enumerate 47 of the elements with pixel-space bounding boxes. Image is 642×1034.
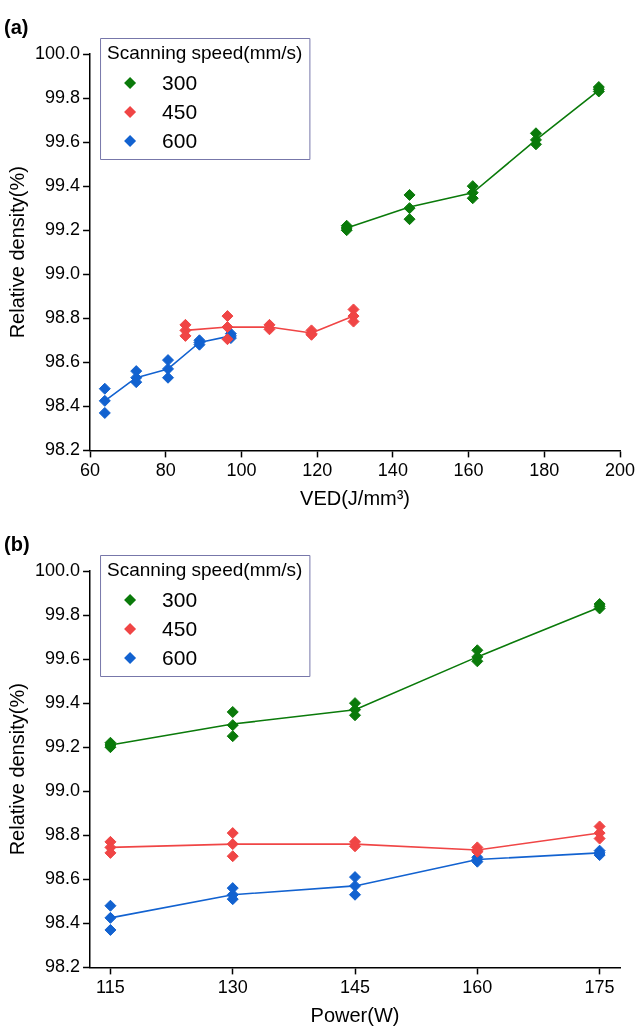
y-tick-label: 98.6	[45, 868, 81, 889]
legend-label: 450	[162, 99, 198, 123]
legend-label: 600	[162, 645, 198, 669]
x-tick-label: 140	[377, 460, 408, 481]
legend-title: Scanning speed(mm/s)	[107, 559, 303, 581]
y-tick-label: 98.6	[45, 351, 81, 372]
y-tick-label: 99.8	[45, 87, 81, 108]
legend-title: Scanning speed(mm/s)	[107, 42, 303, 64]
y-axis-title: Relative density(%)	[5, 683, 28, 856]
legend-label: 300	[162, 70, 198, 94]
y-tick-label: 99.0	[45, 780, 81, 801]
y-tick-label: 98.2	[45, 439, 81, 460]
y-tick-label: 98.4	[45, 395, 81, 416]
y-tick-label: 99.4	[45, 175, 81, 196]
legend-label: 600	[162, 128, 198, 152]
x-tick-label: 60	[80, 460, 101, 481]
y-tick-label: 98.2	[45, 956, 81, 977]
x-tick-label: 200	[604, 460, 636, 481]
y-tick-label: 99.2	[45, 736, 81, 757]
x-tick-label: 130	[217, 977, 248, 998]
y-tick-label: 98.4	[45, 912, 81, 933]
x-tick-label: 175	[584, 977, 615, 998]
y-tick-label: 98.8	[45, 307, 81, 328]
y-tick-label: 99.6	[45, 131, 81, 152]
y-tick-label: 99.0	[45, 263, 81, 284]
x-tick-label: 160	[462, 977, 493, 998]
y-tick-label: 100.0	[35, 42, 81, 63]
x-tick-label: 180	[529, 460, 560, 481]
y-tick-label: 100.0	[35, 559, 81, 580]
x-tick-label: 80	[155, 460, 176, 481]
y-axis-title: Relative density(%)	[5, 166, 28, 339]
chart-title: (b)	[4, 532, 30, 555]
x-tick-label: 160	[453, 460, 484, 481]
y-tick-label: 99.2	[45, 219, 81, 240]
y-tick-label: 99.4	[45, 692, 81, 713]
chart-title: (a)	[4, 15, 29, 38]
x-axis-title: Power(W)	[310, 1003, 400, 1026]
y-tick-label: 99.8	[45, 604, 81, 625]
x-tick-label: 145	[340, 977, 371, 998]
x-tick-label: 100	[226, 460, 257, 481]
legend-label: 450	[162, 616, 198, 640]
y-tick-label: 98.8	[45, 824, 81, 845]
x-tick-label: 115	[96, 977, 125, 998]
x-tick-label: 120	[302, 460, 333, 481]
legend-label: 300	[162, 587, 198, 611]
x-axis-title: VED(J/mm³)	[300, 486, 411, 509]
y-tick-label: 99.6	[45, 648, 81, 669]
